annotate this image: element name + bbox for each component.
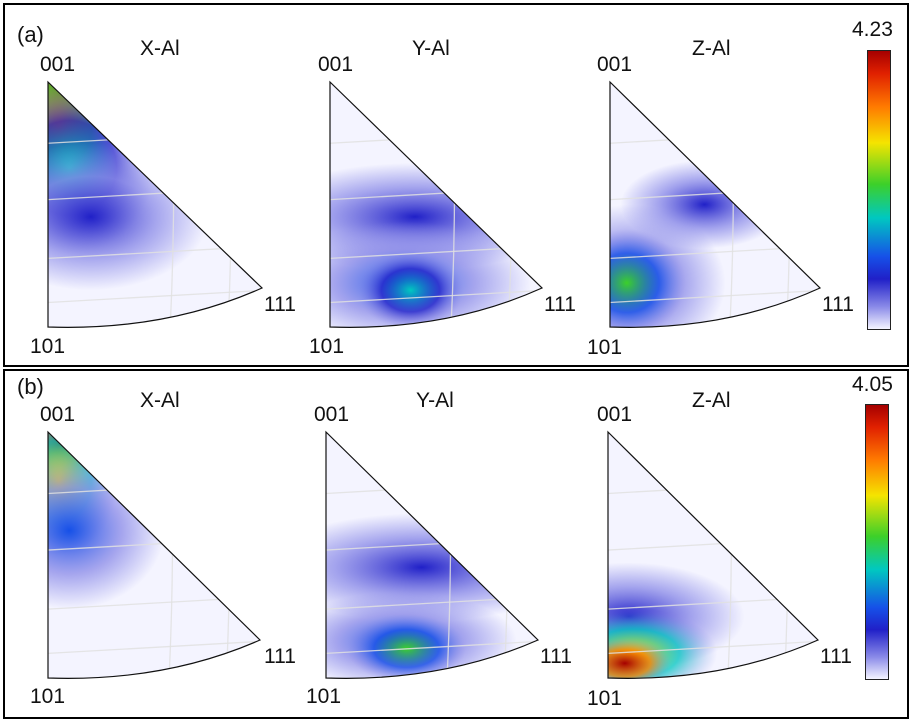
corner-label: 111 [264, 293, 296, 316]
figure-title: X-Al [140, 37, 180, 60]
figure-title: Y-Al [416, 389, 454, 412]
corner-label: 001 [597, 403, 633, 426]
corner-label: 001 [40, 403, 76, 426]
figure-title: Z-Al [692, 37, 731, 60]
pole-figure-triangle [48, 432, 260, 679]
colorbar-max-label: 4.23 [852, 18, 893, 41]
panel-tag: (a) [17, 22, 44, 47]
corner-label: 101 [306, 685, 342, 708]
corner-label: 001 [40, 53, 76, 76]
corner-label: 101 [309, 335, 345, 358]
panel-tag: (b) [17, 374, 44, 399]
pole-figure-triangle [330, 82, 542, 328]
colorbar [865, 404, 889, 680]
corner-label: 001 [318, 53, 354, 76]
corner-label: 001 [597, 53, 633, 76]
colorbar [867, 50, 891, 330]
corner-label: 101 [30, 685, 66, 708]
colorbar-max-label: 4.05 [852, 373, 893, 396]
corner-label: 101 [30, 335, 66, 358]
corner-label: 001 [314, 403, 350, 426]
pole-figure-triangle [610, 82, 820, 328]
figure-title: Y-Al [412, 37, 450, 60]
corner-label: 111 [540, 645, 572, 668]
corner-label: 111 [264, 645, 296, 668]
corner-label: 101 [587, 687, 623, 710]
corner-label: 111 [544, 293, 576, 316]
figure-title: Z-Al [692, 389, 731, 412]
figure-title: X-Al [140, 389, 180, 412]
corner-label: 111 [822, 293, 854, 316]
corner-label: 111 [820, 645, 852, 668]
pole-figure-triangle [326, 432, 538, 679]
pole-figure-triangle [48, 82, 262, 328]
corner-label: 101 [587, 336, 623, 359]
